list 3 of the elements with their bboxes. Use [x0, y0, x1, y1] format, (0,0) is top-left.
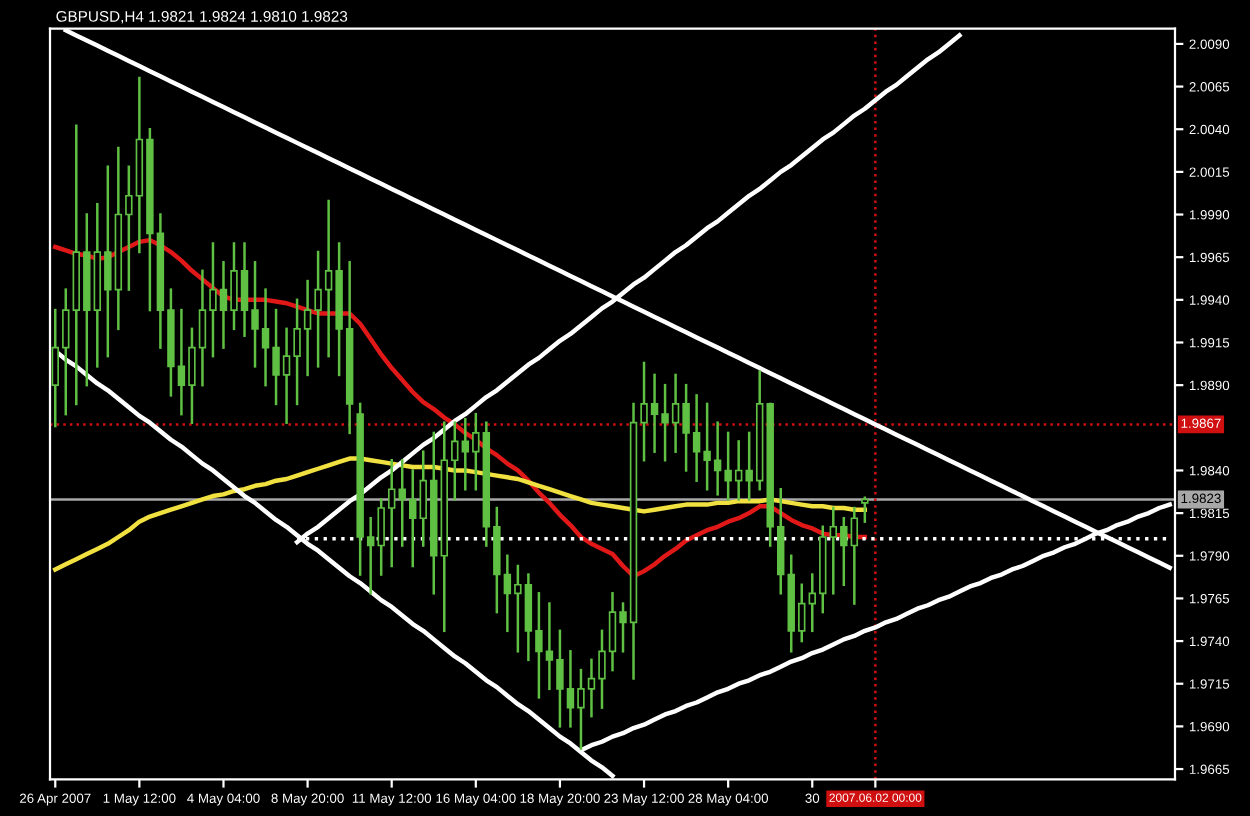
line-series	[53, 456, 868, 572]
candlestick	[861, 496, 869, 523]
line-series	[53, 237, 868, 579]
